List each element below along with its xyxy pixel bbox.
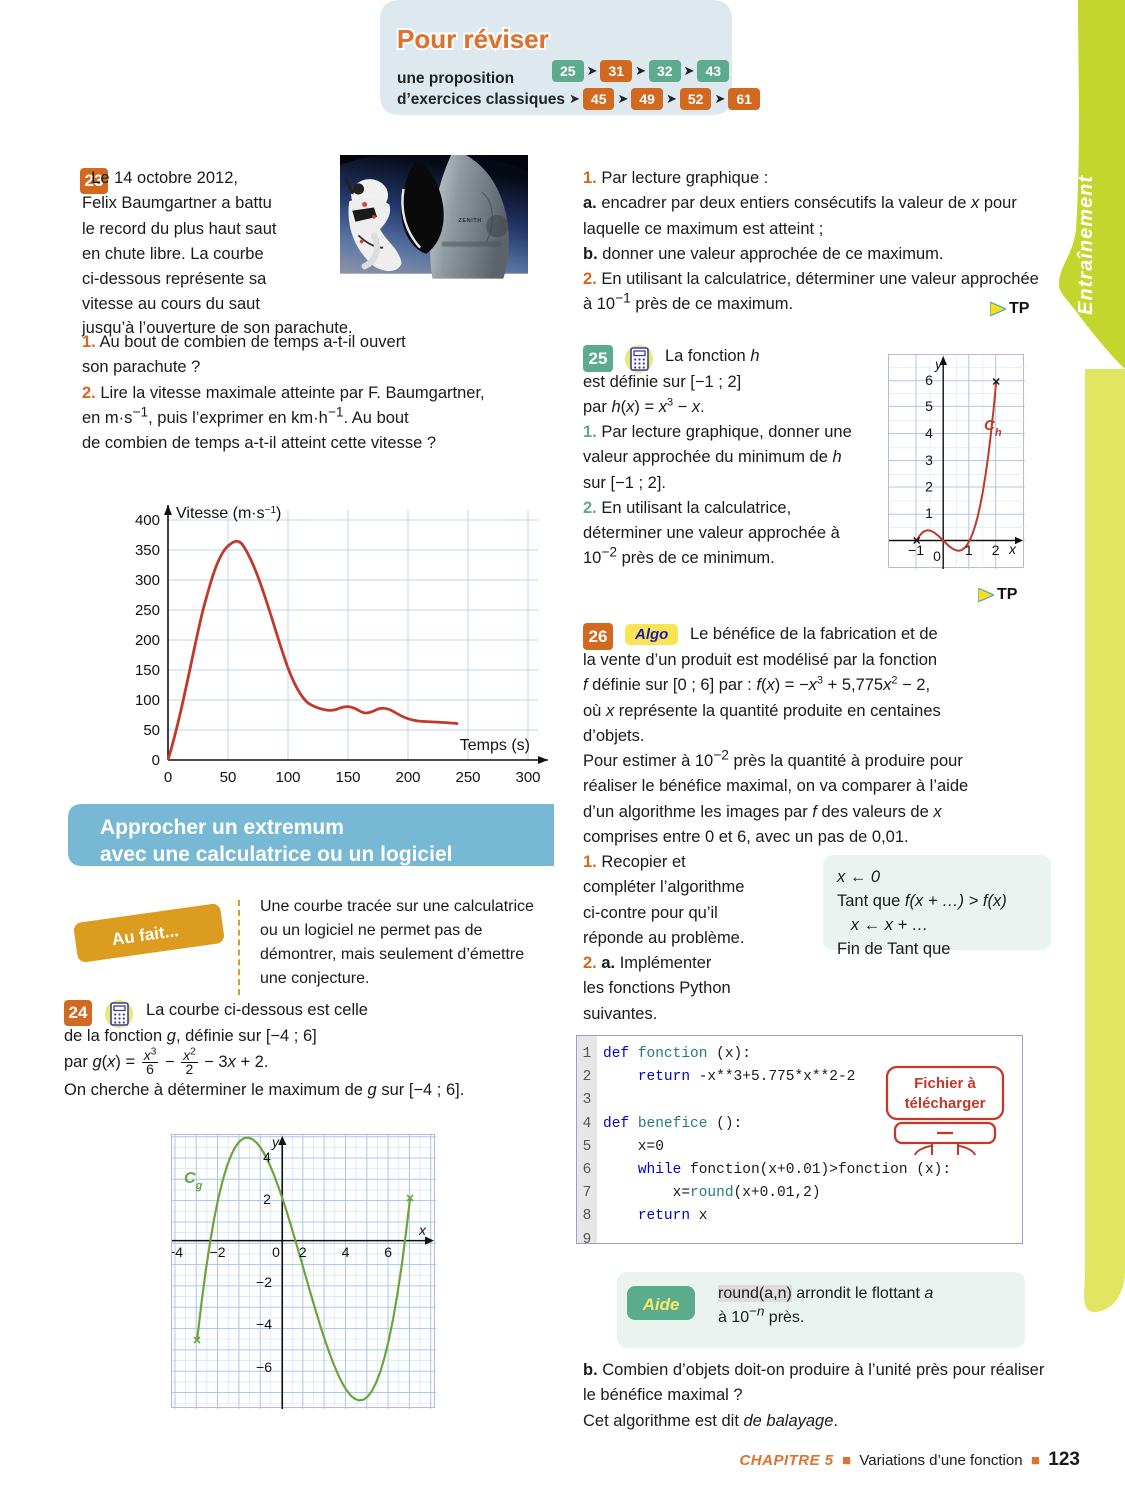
svg-text:3: 3 [925,452,933,468]
svg-text:200: 200 [135,632,160,649]
svg-text:télécharger: télécharger [905,1095,986,1112]
svg-text:200: 200 [395,769,420,786]
svg-text:Ch: Ch [984,417,1002,439]
svg-text:Fichier à: Fichier à [914,1075,976,1092]
svg-text:Aide: Aide [642,1295,680,1314]
svg-text:4: 4 [342,1244,350,1260]
svg-text:6: 6 [925,372,933,388]
svg-text:300: 300 [515,769,540,786]
svg-text:100: 100 [135,692,160,709]
svg-text:50: 50 [220,769,237,786]
svg-text:400: 400 [135,512,160,529]
svg-text:y: y [934,356,943,372]
svg-text:300: 300 [135,572,160,589]
svg-text:2: 2 [925,478,933,494]
svg-text:x: x [1008,541,1017,557]
svg-text:4: 4 [925,425,933,441]
svg-text:Cg: Cg [184,1170,203,1192]
svg-text:150: 150 [335,769,360,786]
svg-text:−4: −4 [256,1316,272,1332]
svg-text:1: 1 [925,505,933,521]
svg-text:150: 150 [135,662,160,679]
svg-text:6: 6 [384,1244,392,1260]
svg-text:0: 0 [933,548,941,564]
svg-text:0: 0 [152,752,160,769]
svg-text:Vitesse (m·s−1): Vitesse (m·s−1) [176,505,281,523]
svg-text:−6: −6 [256,1359,272,1375]
svg-text:−4: −4 [172,1244,183,1260]
svg-text:Temps (s): Temps (s) [460,737,530,754]
svg-text:250: 250 [455,769,480,786]
svg-text:1: 1 [965,542,973,558]
svg-text:5: 5 [925,398,933,414]
svg-text:−2: −2 [256,1274,272,1290]
svg-text:ZENITH: ZENITH [458,218,482,224]
svg-text:0: 0 [164,769,172,786]
svg-text:−2: −2 [210,1244,226,1260]
svg-text:2: 2 [299,1244,307,1260]
svg-text:0: 0 [272,1244,280,1260]
svg-text:2: 2 [992,542,1000,558]
svg-text:−1: −1 [908,542,924,558]
svg-text:100: 100 [275,769,300,786]
svg-text:350: 350 [135,542,160,559]
svg-text:2: 2 [263,1191,271,1207]
svg-text:250: 250 [135,602,160,619]
svg-text:4: 4 [263,1149,271,1165]
svg-text:x: x [418,1222,427,1238]
svg-text:50: 50 [143,722,160,739]
svg-text:y: y [271,1135,280,1150]
